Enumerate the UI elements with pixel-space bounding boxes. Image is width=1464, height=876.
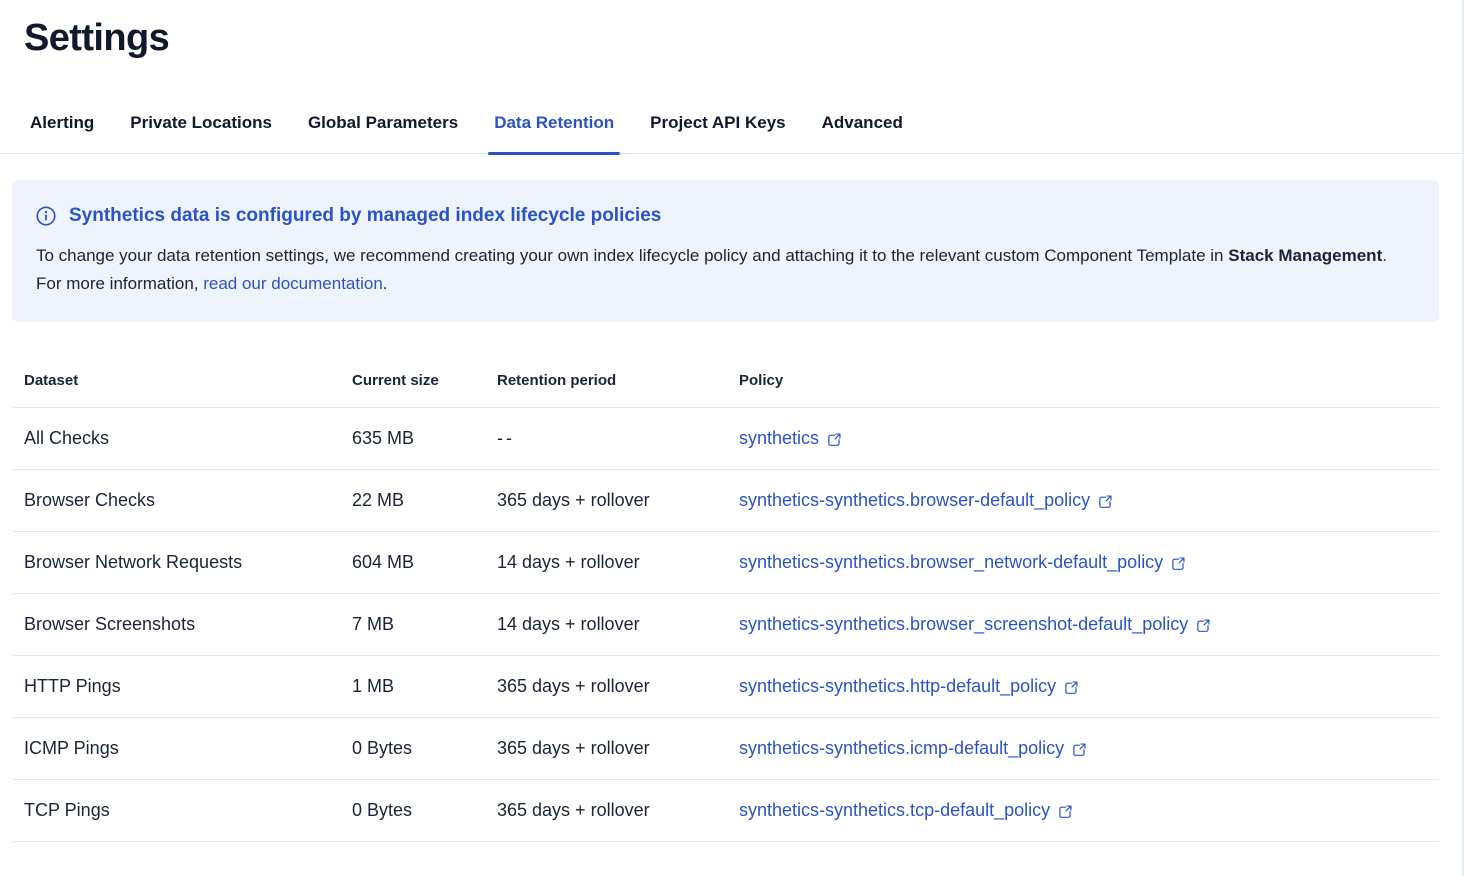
external-link-icon: [1172, 556, 1185, 570]
policy-link[interactable]: synthetics-synthetics.tcp-default_policy: [739, 800, 1073, 821]
column-header-current-size: Current size: [340, 358, 485, 408]
column-header-policy: Policy: [727, 358, 1439, 408]
retention-period-cell: 365 days + rollover: [485, 779, 727, 842]
retention-period-cell: 14 days + rollover: [485, 593, 727, 656]
external-link-icon: [1059, 804, 1072, 818]
policy-cell: synthetics-synthetics.browser_network-de…: [727, 531, 1439, 594]
retention-table: Dataset Current size Retention period Po…: [12, 358, 1439, 842]
current-size-cell: 22 MB: [340, 469, 485, 532]
policy-link[interactable]: synthetics-synthetics.browser-default_po…: [739, 490, 1113, 511]
policy-cell: synthetics-synthetics.browser-default_po…: [727, 469, 1439, 532]
documentation-link[interactable]: read our documentation: [203, 274, 383, 293]
current-size-cell: 1 MB: [340, 655, 485, 718]
callout-body: To change your data retention settings, …: [36, 242, 1396, 298]
current-size-cell: 7 MB: [340, 593, 485, 656]
right-edge-divider: [1462, 0, 1464, 876]
policy-link[interactable]: synthetics-synthetics.icmp-default_polic…: [739, 738, 1087, 759]
table-row: TCP Pings 0 Bytes 365 days + rollover sy…: [12, 779, 1439, 842]
current-size-cell: 635 MB: [340, 407, 485, 470]
dataset-cell: Browser Checks: [12, 469, 340, 532]
policy-link-text: synthetics: [739, 428, 820, 448]
policy-link-text: synthetics-synthetics.tcp-default_policy: [739, 800, 1051, 820]
tab-data-retention[interactable]: Data Retention: [488, 112, 621, 155]
table-header-row: Dataset Current size Retention period Po…: [12, 358, 1439, 408]
policy-link-text: synthetics-synthetics.icmp-default_polic…: [739, 738, 1065, 758]
table-row: Browser Screenshots 7 MB 14 days + rollo…: [12, 593, 1439, 656]
current-size-cell: 604 MB: [340, 531, 485, 594]
retention-table-wrap: Dataset Current size Retention period Po…: [12, 358, 1439, 842]
policy-link-text: synthetics-synthetics.browser-default_po…: [739, 490, 1091, 510]
table-body: All Checks 635 MB -- synthetics Browser …: [12, 407, 1439, 842]
policy-link[interactable]: synthetics-synthetics.browser_screenshot…: [739, 614, 1211, 635]
table-row: All Checks 635 MB -- synthetics: [12, 407, 1439, 470]
page-title: Settings: [24, 17, 170, 59]
dataset-cell: HTTP Pings: [12, 655, 340, 718]
table-row: Browser Checks 22 MB 365 days + rollover…: [12, 469, 1439, 532]
dataset-cell: All Checks: [12, 407, 340, 470]
tabs-bar: Alerting Private Locations Global Paramete…: [0, 112, 1464, 155]
table-row: ICMP Pings 0 Bytes 365 days + rollover s…: [12, 717, 1439, 780]
callout-body-text-2: . For more information,: [36, 246, 1387, 293]
policy-link-text: synthetics-synthetics.http-default_polic…: [739, 676, 1057, 696]
external-link-icon: [828, 432, 841, 446]
policy-link[interactable]: synthetics-synthetics.http-default_polic…: [739, 676, 1079, 697]
table-row: Browser Network Requests 604 MB 14 days …: [12, 531, 1439, 594]
callout-title: Synthetics data is configured by managed…: [69, 205, 662, 226]
external-link-icon: [1073, 742, 1086, 756]
policy-cell: synthetics-synthetics.http-default_polic…: [727, 655, 1439, 718]
policy-link-text: synthetics-synthetics.browser_network-de…: [739, 552, 1164, 572]
tab-alerting[interactable]: Alerting: [30, 113, 95, 132]
dataset-cell: ICMP Pings: [12, 717, 340, 780]
page-header: Settings: [0, 0, 1464, 62]
tab-global-parameters[interactable]: Global Parameters: [307, 113, 459, 132]
dataset-cell: Browser Network Requests: [12, 531, 340, 594]
ilm-info-callout: Synthetics data is configured by managed…: [12, 180, 1439, 322]
external-link-icon: [1065, 680, 1078, 694]
callout-title-row: Synthetics data is configured by managed…: [36, 204, 1415, 228]
callout-body-text: To change your data retention settings, …: [36, 246, 1229, 265]
policy-cell: synthetics: [727, 407, 1439, 470]
column-header-retention-period: Retention period: [485, 358, 727, 408]
policy-link[interactable]: synthetics: [739, 428, 842, 449]
info-icon: [36, 206, 56, 226]
dataset-cell: TCP Pings: [12, 779, 340, 842]
retention-period-cell: 365 days + rollover: [485, 655, 727, 718]
table-row: HTTP Pings 1 MB 365 days + rollover synt…: [12, 655, 1439, 718]
retention-period-cell: 365 days + rollover: [485, 469, 727, 532]
column-header-dataset: Dataset: [12, 358, 340, 408]
policy-cell: synthetics-synthetics.browser_screenshot…: [727, 593, 1439, 656]
callout-body-text-3: .: [382, 274, 388, 293]
policy-cell: synthetics-synthetics.tcp-default_policy: [727, 779, 1439, 842]
dataset-cell: Browser Screenshots: [12, 593, 340, 656]
policy-link-text: synthetics-synthetics.browser_screenshot…: [739, 614, 1189, 634]
policy-link[interactable]: synthetics-synthetics.browser_network-de…: [739, 552, 1186, 573]
retention-period-cell: 14 days + rollover: [485, 531, 727, 594]
tab-private-locations[interactable]: Private Locations: [130, 113, 272, 132]
retention-period-cell: 365 days + rollover: [485, 717, 727, 780]
external-link-icon: [1197, 618, 1210, 632]
tab-advanced[interactable]: Advanced: [821, 113, 903, 132]
policy-cell: synthetics-synthetics.icmp-default_polic…: [727, 717, 1439, 780]
external-link-icon: [1099, 494, 1112, 508]
tab-project-api-keys[interactable]: Project API Keys: [650, 113, 786, 132]
current-size-cell: 0 Bytes: [340, 717, 485, 780]
retention-period-cell: --: [485, 407, 727, 470]
current-size-cell: 0 Bytes: [340, 779, 485, 842]
callout-body-bold: Stack Management: [1228, 246, 1383, 265]
